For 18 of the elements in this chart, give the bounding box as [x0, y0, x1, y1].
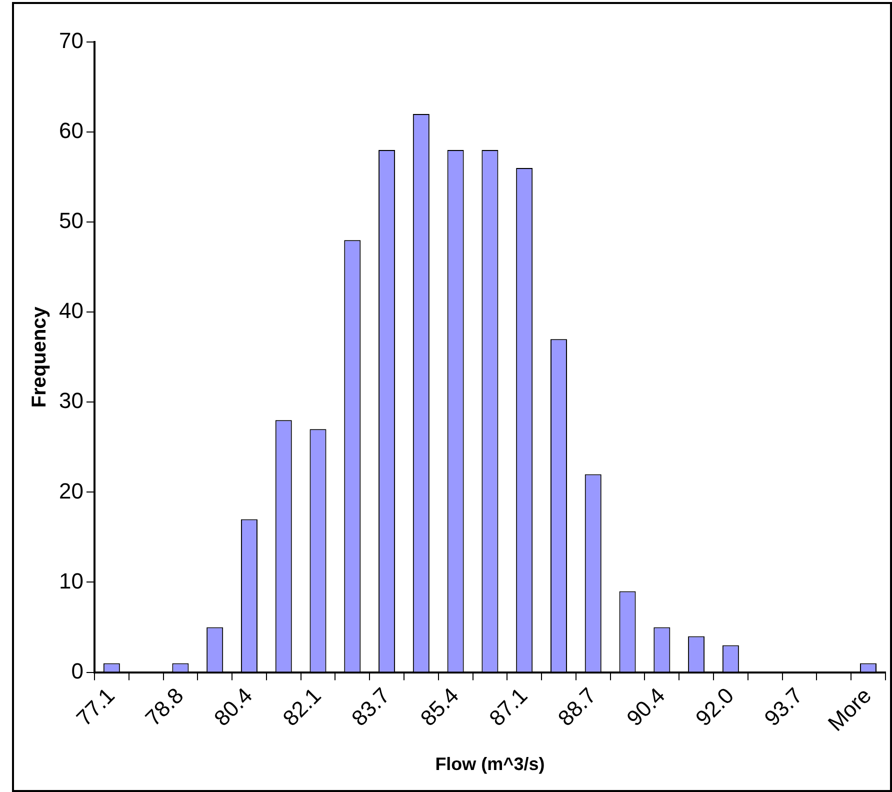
- x-tick-label: 82.1: [278, 682, 326, 731]
- x-axis-title: Flow (m^3/s): [435, 754, 545, 774]
- y-tick-label: 60: [58, 118, 84, 144]
- y-tick-label: 20: [58, 478, 84, 504]
- y-tick-label: 0: [71, 658, 84, 684]
- x-tick-label: 80.4: [209, 682, 258, 731]
- y-tick-label: 30: [58, 388, 84, 414]
- y-axis-title: Frequency: [28, 306, 51, 408]
- y-tick-label: 10: [58, 568, 84, 594]
- x-tick-label: 90.4: [622, 682, 670, 731]
- x-tick-label: 92.0: [690, 682, 739, 731]
- x-tick-label: 77.1: [72, 682, 120, 731]
- x-tick-label: 85.4: [415, 682, 464, 731]
- x-tick-label: 78.8: [140, 682, 188, 731]
- x-tick-label: 87.1: [484, 682, 532, 731]
- y-tick-label: 40: [58, 298, 84, 324]
- y-tick-label: 50: [58, 208, 84, 234]
- y-tick-label: 70: [58, 28, 84, 54]
